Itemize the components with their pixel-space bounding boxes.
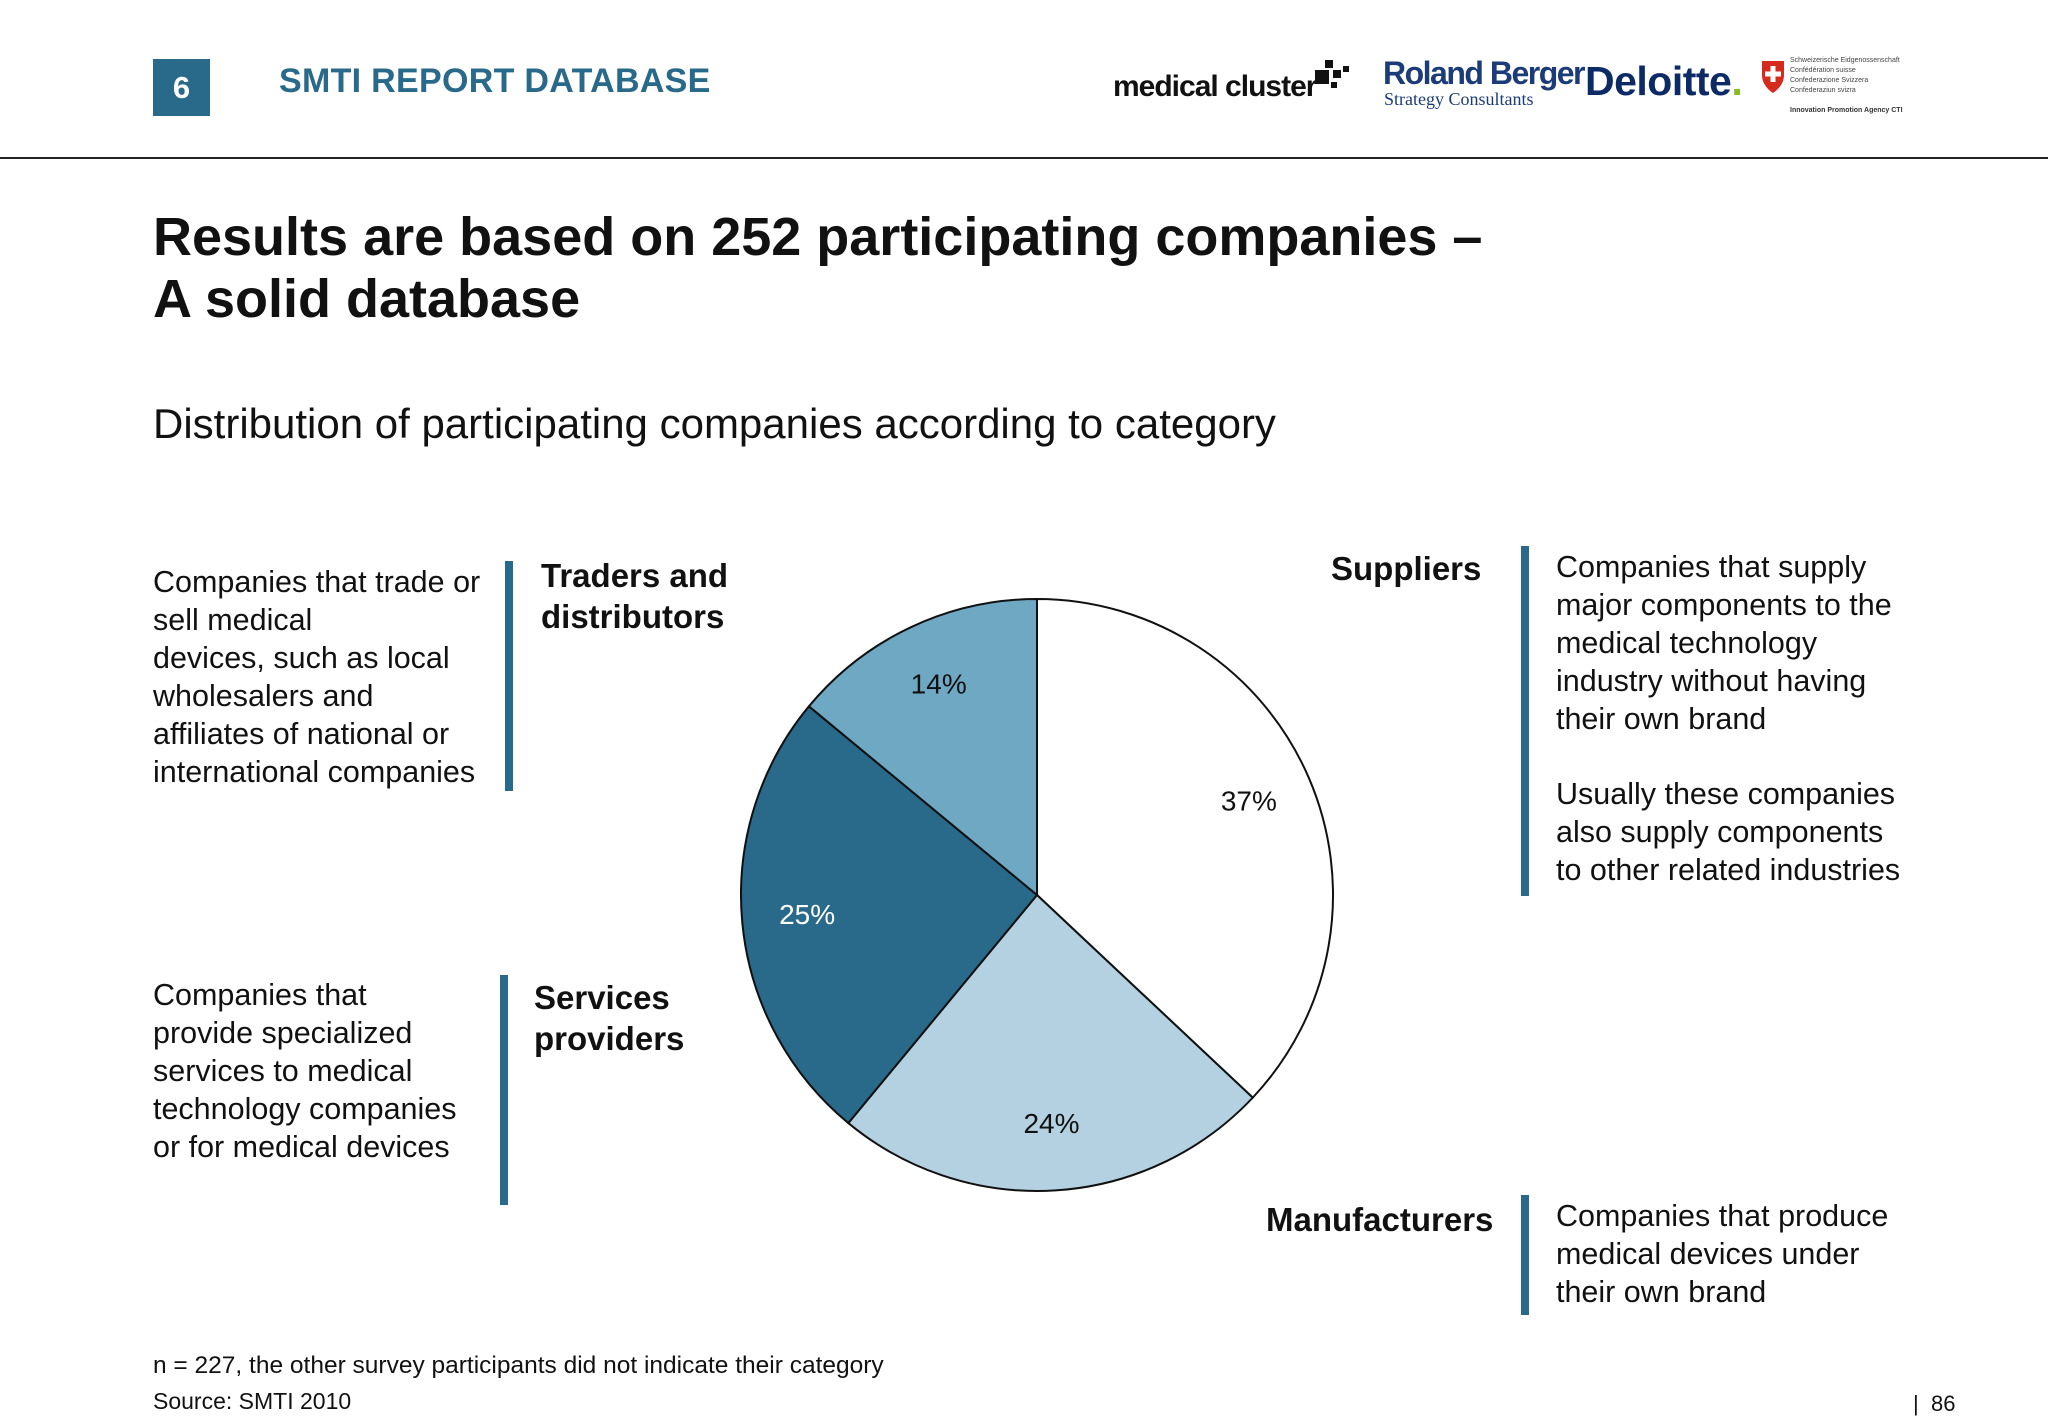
suppliers-description-line: Usually these companies [1556, 777, 1896, 811]
headline-line-2: A solid database [153, 269, 581, 329]
suppliers-description-line: Companies that supply [1556, 550, 1867, 584]
services-description: Companies that provide specialized servi… [153, 976, 457, 1166]
pie-slice-services-providers [740, 704, 1039, 1125]
suppliers-description: Companies that supply major components t… [1556, 548, 1892, 738]
pie-slice-suppliers [1036, 597, 1334, 1100]
swiss-agency-text: Innovation Promotion Agency CTI [1790, 107, 1903, 114]
suppliers-accent-bar [1521, 546, 1529, 896]
traders-description-line: international companies [153, 755, 476, 789]
medical-cluster-mark-icon [1315, 60, 1349, 88]
swiss-line: Schweizerische Eidgenossenschaft [1790, 57, 1900, 64]
services-description-line: or for medical devices [153, 1130, 450, 1164]
traders-accent-bar [505, 561, 513, 791]
services-description-line: technology companies [153, 1092, 457, 1126]
suppliers-description-line: to other related industries [1556, 853, 1901, 887]
manufacturers-description-line: medical devices under [1556, 1237, 1860, 1271]
services-accent-bar [500, 975, 508, 1205]
manufacturers-description-line: Companies that produce [1556, 1199, 1889, 1233]
deloitte-dot: . [1731, 58, 1743, 104]
roland-berger-logo: Roland Berger Strategy Consultants [1383, 55, 1585, 109]
services-description-line: provide specialized [153, 1016, 413, 1050]
footnote-source: Source: SMTI 2010 [153, 1388, 352, 1414]
swiss-confederation-text: Schweizerische Eidgenossenschaft Confédé… [1790, 56, 1900, 96]
traders-description-line: wholesalers and [153, 679, 374, 713]
footnote-sample-size: n = 227, the other survey participants d… [153, 1352, 884, 1379]
pie-slice-traders-and-distributors [807, 597, 1038, 898]
deloitte-name: Deloitte [1585, 58, 1732, 104]
suppliers-description-line: also supply components [1556, 815, 1884, 849]
suppliers-description-line: their own brand [1556, 702, 1767, 736]
traders-category-line: distributors [541, 598, 725, 635]
traders-description: Companies that trade or sell medical dev… [153, 563, 480, 791]
medical-cluster-logo: medical cluster [1113, 70, 1317, 103]
pie-label-manufacturers: 24% [1023, 1108, 1079, 1139]
suppliers-description-line: medical technology [1556, 626, 1818, 660]
manufacturers-description-line: their own brand [1556, 1275, 1767, 1309]
traders-description-line: devices, such as local [153, 641, 450, 675]
page-headline: Results are based on 252 participating c… [153, 206, 1482, 330]
pie-label-traders-and-distributors: 14% [911, 668, 967, 699]
traders-description-line: Companies that trade or [153, 565, 481, 599]
page-number-separator: | [1913, 1391, 1919, 1416]
page-number-value: 86 [1930, 1391, 1956, 1416]
suppliers-description-line: major components to the [1556, 588, 1892, 622]
manufacturers-category-label: Manufacturers [1266, 1201, 1494, 1238]
swiss-cross-icon [1762, 61, 1784, 93]
pie-label-suppliers: 37% [1221, 786, 1277, 817]
manufacturers-description: Companies that produce medical devices u… [1556, 1197, 1888, 1311]
swiss-line: Confédération suisse [1790, 67, 1856, 74]
services-category-label: Services providers [534, 977, 684, 1059]
section-number-badge: 6 [153, 59, 210, 116]
swiss-line: Confederazione Svizzera [1790, 77, 1869, 84]
traders-description-line: sell medical [153, 603, 313, 637]
suppliers-category-label: Suppliers [1331, 550, 1482, 587]
swiss-line: Confederaziun svizra [1790, 87, 1856, 94]
services-category-line: providers [534, 1020, 685, 1057]
headline-line-1: Results are based on 252 participating c… [153, 207, 1483, 267]
roland-berger-tagline: Strategy Consultants [1384, 89, 1534, 109]
page-number: | 86 [1913, 1391, 1955, 1417]
services-description-line: Companies that [153, 978, 367, 1012]
traders-category-label: Traders and distributors [541, 555, 728, 637]
pie-slice-manufacturers [846, 893, 1255, 1192]
roland-berger-name: Roland Berger [1383, 55, 1585, 91]
suppliers-description-secondary: Usually these companies also supply comp… [1556, 775, 1900, 889]
deloitte-logo: Deloitte. [1585, 58, 1743, 105]
services-category-line: Services [534, 979, 670, 1016]
manufacturers-accent-bar [1521, 1195, 1529, 1315]
header-divider [0, 157, 2048, 159]
section-title: SMTI REPORT DATABASE [279, 62, 711, 100]
pie-label-services-providers: 25% [779, 899, 835, 930]
traders-category-line: Traders and [541, 557, 729, 594]
suppliers-description-line: industry without having [1556, 664, 1867, 698]
chart-subtitle: Distribution of participating companies … [153, 400, 1276, 447]
traders-description-line: affiliates of national or [153, 717, 450, 751]
services-description-line: services to medical [153, 1054, 413, 1088]
